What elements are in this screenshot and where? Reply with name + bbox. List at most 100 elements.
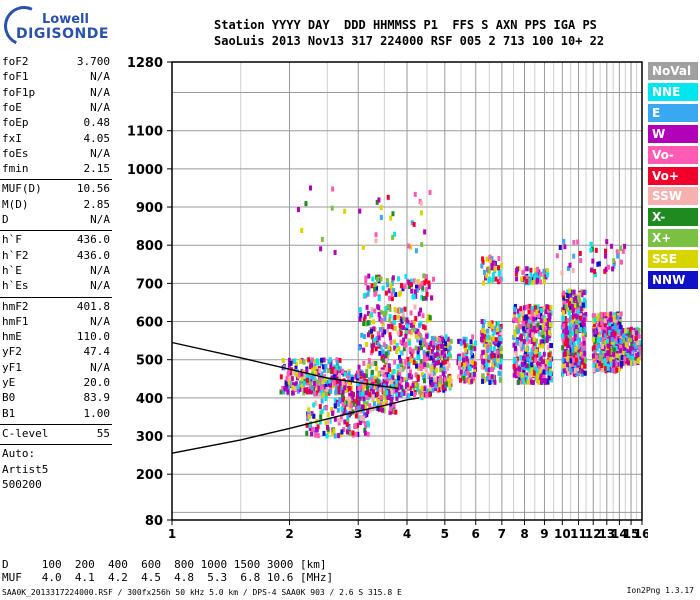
echo-point — [361, 370, 365, 376]
echo-point — [526, 319, 530, 325]
echo-point — [579, 258, 583, 264]
param-row: yE 20.0 — [2, 376, 110, 391]
echo-point — [422, 378, 426, 384]
echo-point — [616, 315, 620, 321]
echo-point — [363, 430, 367, 436]
echo-point — [536, 365, 540, 371]
echo-point — [331, 410, 335, 416]
echo-point — [309, 378, 313, 384]
echo-point — [322, 364, 326, 370]
echo-point — [371, 389, 375, 395]
echo-point — [281, 385, 285, 391]
echo-point — [473, 346, 477, 352]
echo-point — [624, 328, 628, 334]
echo-point — [490, 320, 494, 326]
echo-point — [343, 371, 347, 377]
echo-point — [355, 373, 359, 379]
echo-point — [487, 267, 491, 273]
echo-point — [337, 401, 341, 407]
echo-point — [517, 323, 521, 329]
echo-point — [546, 379, 550, 385]
echo-point — [382, 394, 386, 400]
echo-point — [535, 277, 539, 283]
echo-point — [304, 201, 308, 207]
echo-point — [337, 433, 341, 439]
echo-point — [431, 387, 435, 393]
echo-point — [547, 352, 551, 358]
echo-point — [344, 409, 348, 415]
echo-point — [544, 321, 548, 327]
param-divider — [0, 179, 112, 181]
echo-point — [344, 382, 348, 388]
echo-point — [447, 351, 451, 357]
echo-point — [568, 361, 572, 367]
echo-point — [594, 272, 598, 278]
x-tick-label: 9 — [540, 527, 548, 541]
echo-point — [548, 322, 552, 328]
echo-point — [541, 329, 545, 335]
echo-point — [403, 306, 407, 312]
echo-point — [583, 302, 587, 308]
echo-point — [543, 317, 547, 323]
echo-point — [561, 371, 565, 377]
echo-point — [405, 323, 409, 329]
echo-point — [513, 303, 517, 309]
echo-point — [332, 378, 336, 384]
echo-point — [581, 353, 585, 359]
echo-point — [430, 336, 434, 342]
echo-point — [331, 431, 335, 437]
echo-point — [520, 379, 524, 385]
echo-point — [514, 373, 518, 379]
echo-point — [416, 279, 420, 285]
echo-point — [382, 408, 386, 414]
echo-point — [419, 337, 423, 343]
echo-point — [598, 330, 602, 336]
echo-point — [565, 325, 569, 331]
param-value: N/A — [90, 360, 110, 374]
echo-point — [312, 380, 316, 386]
echo-point — [607, 264, 611, 270]
echo-point — [558, 244, 562, 250]
echo-point — [513, 312, 517, 318]
echo-point — [384, 393, 388, 399]
echo-point — [528, 303, 532, 309]
param-row: yF2 47.4 — [2, 345, 110, 360]
param-value: N/A — [90, 314, 110, 328]
echo-point — [533, 370, 537, 376]
echo-point — [583, 357, 587, 363]
echo-point — [523, 351, 527, 357]
echo-point — [564, 351, 568, 357]
echo-point — [335, 360, 339, 366]
x-tick-label: 7 — [498, 527, 506, 541]
echo-point — [417, 331, 421, 337]
echo-point — [608, 326, 612, 332]
echo-point — [364, 275, 368, 281]
echo-point — [578, 250, 582, 256]
echo-point — [590, 246, 594, 252]
echo-point — [423, 362, 427, 368]
echo-point — [421, 324, 425, 330]
echo-point — [389, 406, 393, 412]
echo-point — [603, 318, 607, 324]
echo-point — [390, 324, 394, 330]
echo-point — [292, 382, 296, 388]
echo-point — [610, 337, 614, 343]
echo-point — [541, 363, 545, 369]
echo-point — [484, 366, 488, 372]
echo-point — [366, 420, 370, 426]
echo-point — [601, 352, 605, 358]
echo-point — [481, 378, 485, 384]
echo-point — [338, 397, 342, 403]
param-row: foF1p N/A — [2, 86, 110, 101]
echo-point — [333, 380, 337, 386]
echo-point — [608, 321, 612, 327]
echo-point — [369, 383, 373, 389]
echo-point — [550, 343, 554, 349]
echo-point — [286, 389, 290, 395]
echo-point — [520, 276, 524, 282]
echo-point — [566, 355, 570, 361]
echo-point — [432, 370, 436, 376]
echo-point — [572, 289, 576, 295]
echo-point — [568, 288, 572, 294]
echo-point — [407, 394, 411, 400]
